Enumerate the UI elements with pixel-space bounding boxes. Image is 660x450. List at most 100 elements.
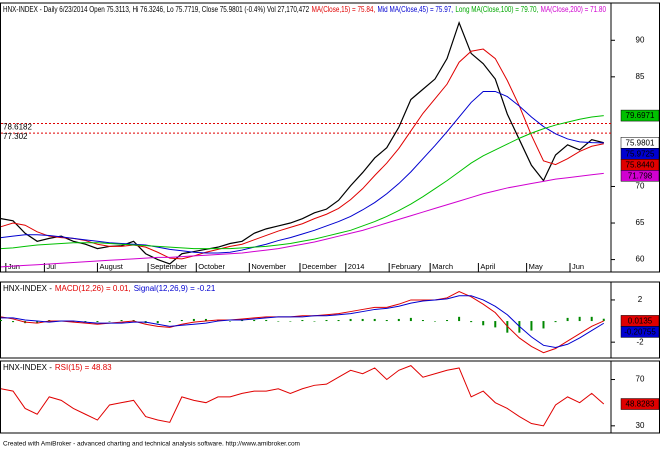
- value-box-label: 71.798: [628, 171, 653, 180]
- histogram-bar: [542, 321, 545, 329]
- histogram-bar: [458, 316, 461, 322]
- y-tick-label: 70: [636, 182, 645, 191]
- reference-label: 77.302: [3, 132, 28, 141]
- histogram-bar: [530, 321, 533, 331]
- y-tick-label: 2: [638, 295, 643, 304]
- x-tick-label: May: [529, 262, 543, 271]
- header-segment: RSI(15) = 48.83: [55, 363, 112, 372]
- header-segment: MA(Close,200) = 71.80: [541, 5, 607, 14]
- header-segment: HNX-INDEX - Daily 6/23/2014 Open 75.3113…: [3, 5, 310, 14]
- x-tick-label: October: [198, 262, 225, 271]
- value-box-label: 79.6971: [626, 111, 655, 120]
- histogram-bar: [12, 321, 15, 323]
- footer: Created with AmiBroker - advanced charti…: [3, 441, 300, 448]
- histogram-bar: [277, 321, 280, 322]
- y-tick-label: 90: [636, 35, 645, 44]
- histogram-bar: [337, 320, 340, 322]
- histogram-bar: [590, 316, 593, 322]
- header-segment: MACD(12,26) = 0.01,: [55, 284, 131, 293]
- x-tick-label: March: [432, 262, 453, 271]
- histogram-bar: [241, 320, 244, 322]
- histogram-bar: [180, 320, 183, 322]
- histogram-bar: [373, 318, 376, 322]
- histogram-bar: [96, 321, 99, 323]
- y-tick-label: 70: [636, 375, 645, 384]
- value-box-label: -0.20755: [624, 328, 656, 337]
- series-line: [0, 290, 604, 354]
- pane-header: HNX-INDEX - MACD(12,26) = 0.01, Signal(12,…: [3, 284, 216, 293]
- histogram-bar: [470, 321, 473, 323]
- histogram-bar: [361, 318, 364, 322]
- histogram-bar: [216, 320, 219, 322]
- histogram-bar: [554, 321, 557, 323]
- histogram-bar: [0, 320, 2, 322]
- y-tick-label: -2: [636, 337, 644, 346]
- histogram-bar: [385, 320, 388, 322]
- histogram-bar: [36, 321, 39, 324]
- header-segment: Long MA(Close,100) = 79.70,: [455, 5, 538, 14]
- header-segment: Signal(12,26,9) = -0.21: [134, 284, 216, 293]
- x-tick-label: November: [251, 262, 286, 271]
- histogram-bar: [289, 321, 292, 322]
- histogram-bar: [494, 321, 497, 328]
- histogram-bar: [578, 316, 581, 322]
- histogram-bar: [253, 320, 256, 322]
- histogram-bar: [482, 321, 485, 326]
- histogram-bar: [301, 320, 304, 322]
- header-segment: HNX-INDEX -: [3, 363, 52, 372]
- x-tick-label: February: [391, 262, 421, 271]
- histogram-bar: [48, 320, 51, 322]
- histogram-bar: [433, 321, 436, 322]
- histogram-bar: [108, 321, 111, 322]
- histogram-bar: [204, 318, 207, 322]
- x-tick-label: Jun: [572, 262, 584, 271]
- reference-label: 78.6182: [3, 123, 32, 132]
- histogram-bar: [192, 318, 195, 322]
- value-box-label: 0.0135: [628, 317, 653, 326]
- series-line: [0, 48, 604, 260]
- x-tick-label: 2014: [348, 262, 365, 271]
- histogram-bar: [397, 318, 400, 322]
- header-segment: Mid MA(Close,45) = 75.97,: [378, 5, 454, 14]
- series-line: [0, 20, 604, 265]
- value-box-label: 75.9801: [626, 138, 655, 147]
- value-box: [620, 398, 660, 410]
- header-segment: MA(Close,15) = 75.84,: [312, 5, 376, 14]
- y-tick-label: 30: [636, 421, 645, 430]
- histogram-bar: [156, 321, 159, 324]
- series-line: [0, 90, 604, 254]
- histogram-bar: [421, 320, 424, 322]
- histogram-bar: [349, 318, 352, 322]
- value-box-label: 48.8283: [626, 400, 655, 409]
- histogram-bar: [265, 320, 268, 322]
- series-line: [0, 172, 604, 268]
- value-box: [620, 170, 660, 182]
- x-tick-label: Jul: [46, 262, 56, 271]
- histogram-bar: [602, 318, 605, 322]
- value-box-label: 75.8440: [626, 160, 655, 169]
- series-line: [0, 365, 605, 427]
- series-line: [1, 295, 605, 348]
- histogram-bar: [168, 321, 171, 323]
- histogram-bar: [229, 321, 232, 322]
- y-tick-label: 85: [636, 72, 645, 81]
- x-tick-label: August: [99, 262, 123, 271]
- y-tick-label: 60: [636, 255, 645, 264]
- histogram-bar: [409, 317, 412, 322]
- histogram-bar: [446, 320, 449, 322]
- y-tick-label: 65: [636, 218, 645, 227]
- value-box-label: 75.9725: [626, 149, 655, 158]
- histogram-bar: [72, 321, 75, 323]
- pane-header: HNX-INDEX - Daily 6/23/2014 Open 75.3113…: [3, 5, 606, 14]
- histogram-bar: [84, 321, 87, 323]
- series-line: [0, 115, 604, 250]
- histogram-bar: [313, 321, 316, 322]
- histogram-bar: [132, 320, 135, 322]
- histogram-bar: [325, 320, 328, 322]
- value-box: [620, 326, 660, 338]
- header-segment: HNX-INDEX -: [3, 284, 52, 293]
- value-box: [620, 109, 660, 122]
- histogram-bar: [566, 317, 569, 322]
- x-tick-label: September: [150, 262, 187, 271]
